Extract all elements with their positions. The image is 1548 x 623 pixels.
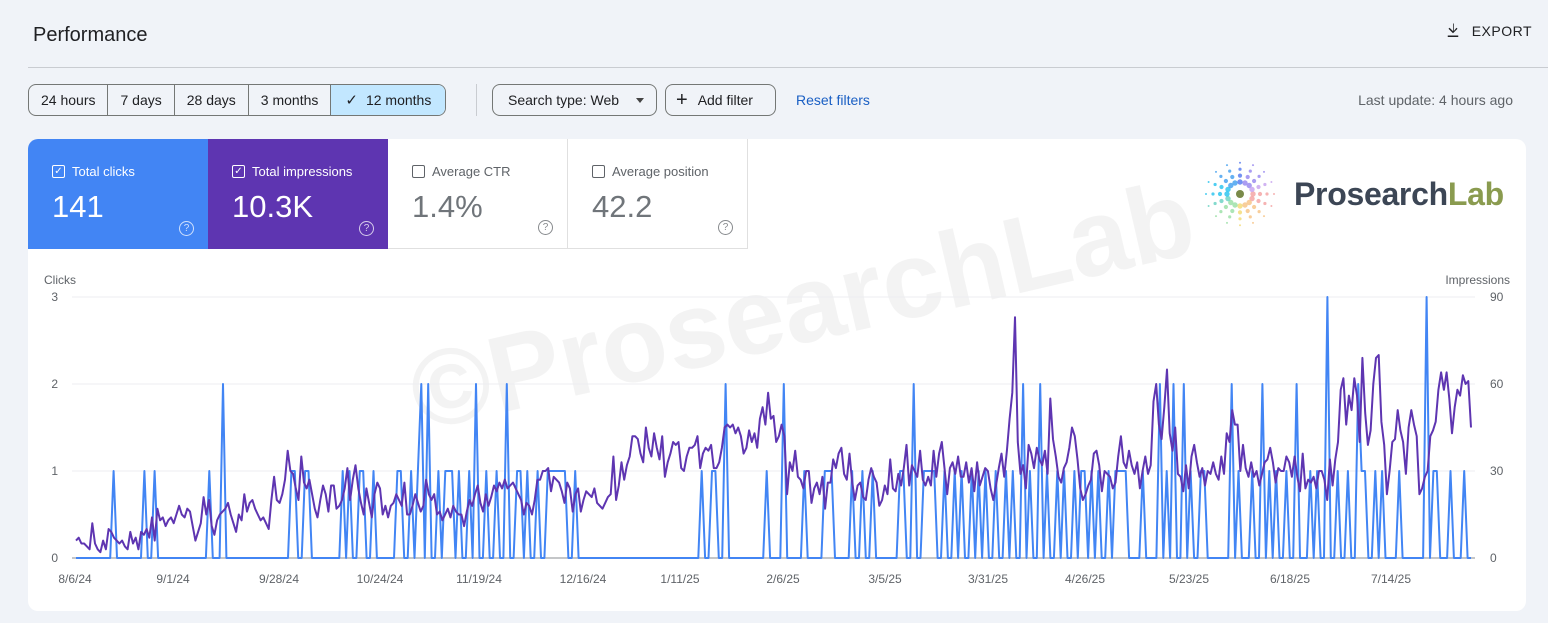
range-12-months[interactable]: ✓ 12 months [331,85,446,115]
svg-text:2: 2 [51,377,58,391]
header-divider [28,67,1548,68]
svg-text:9/28/24: 9/28/24 [259,572,299,586]
svg-text:7/14/25: 7/14/25 [1371,572,1411,586]
impressions-line [75,316,1472,554]
export-button[interactable]: EXPORT [1444,22,1532,40]
metric-average-position[interactable]: Average position 42.2 ? [568,139,748,249]
filter-toolbar: 24 hours 7 days 28 days 3 months ✓ 12 mon… [28,84,1548,116]
range-7-days[interactable]: 7 days [108,85,175,115]
logo-text: ProsearchLab [1294,176,1504,212]
toolbar-separator [476,84,477,116]
svg-text:30: 30 [1490,464,1504,478]
metric-value: 141 [52,189,104,224]
svg-text:9/1/24: 9/1/24 [156,572,190,586]
date-range-selector: 24 hours 7 days 28 days 3 months ✓ 12 mon… [28,84,447,116]
help-icon[interactable]: ? [538,220,553,235]
svg-text:3/31/25: 3/31/25 [968,572,1008,586]
performance-chart: 0 1 2 3 0 30 60 90 8/6/24 9/1/24 9/28/24 10/24/24… [51,290,1504,586]
checkbox-checked-icon[interactable]: ✓ [232,165,245,178]
svg-text:8/6/24: 8/6/24 [58,572,92,586]
checkbox-checked-icon[interactable]: ✓ [52,165,65,178]
svg-text:1: 1 [51,464,58,478]
right-axis-ticks: 0 30 60 90 [1490,290,1504,565]
checkbox-unchecked-icon[interactable] [412,165,425,178]
svg-text:2/6/25: 2/6/25 [766,572,800,586]
dot-burst-logo-icon [1205,161,1275,227]
metric-value: 1.4% [412,189,483,224]
range-28-days[interactable]: 28 days [175,85,249,115]
metric-value: 42.2 [592,189,653,224]
checkbox-unchecked-icon[interactable] [592,165,605,178]
download-icon [1447,23,1458,37]
caret-down-icon [636,98,644,103]
page-title: Performance [33,24,148,46]
left-axis-ticks: 0 1 2 3 [51,290,58,565]
range-3-months[interactable]: 3 months [249,85,332,115]
svg-text:90: 90 [1490,290,1504,304]
check-icon: ✓ [345,92,358,109]
search-type-dropdown[interactable]: Search type: Web [492,84,657,116]
export-label: EXPORT [1471,23,1532,39]
svg-text:1/11/25: 1/11/25 [660,572,699,586]
svg-text:0: 0 [51,551,58,565]
help-icon[interactable]: ? [359,221,374,236]
prosearchlab-logo: ProsearchLab [1204,159,1504,229]
svg-text:6/18/25: 6/18/25 [1270,572,1310,586]
last-update-text: Last update: 4 hours ago [1358,92,1513,108]
help-icon[interactable]: ? [718,220,733,235]
svg-text:12/16/24: 12/16/24 [560,572,607,586]
page-header: Performance EXPORT [0,0,1548,68]
metric-total-clicks[interactable]: ✓ Total clicks 141 ? [28,139,208,249]
svg-text:3/5/25: 3/5/25 [868,572,902,586]
right-axis-title: Impressions [1445,273,1510,287]
svg-text:11/19/24: 11/19/24 [456,572,502,586]
svg-text:10/24/24: 10/24/24 [357,572,404,586]
performance-card: ©ProsearchLab ✓ Total clicks 141 ? ✓ Total… [28,139,1526,611]
left-axis-title: Clicks [44,273,76,287]
metric-average-ctr[interactable]: Average CTR 1.4% ? [388,139,568,249]
svg-text:3: 3 [51,290,58,304]
add-filter-button[interactable]: + Add filter [665,84,776,116]
metric-value: 10.3K [232,189,314,224]
svg-text:4/26/25: 4/26/25 [1065,572,1105,586]
metric-tiles: ✓ Total clicks 141 ? ✓ Total impressions 1… [28,139,748,249]
svg-text:0: 0 [1490,551,1497,565]
x-axis-ticks: 8/6/24 9/1/24 9/28/24 10/24/24 11/19/24 12/16… [58,572,1411,586]
metric-total-impressions[interactable]: ✓ Total impressions 10.3K ? [208,139,388,249]
plus-icon: + [676,89,688,111]
svg-text:5/23/25: 5/23/25 [1169,572,1209,586]
clicks-line [76,296,1471,559]
help-icon[interactable]: ? [179,221,194,236]
range-24-hours[interactable]: 24 hours [29,85,109,115]
svg-text:60: 60 [1490,377,1504,391]
reset-filters-link[interactable]: Reset filters [796,92,870,108]
